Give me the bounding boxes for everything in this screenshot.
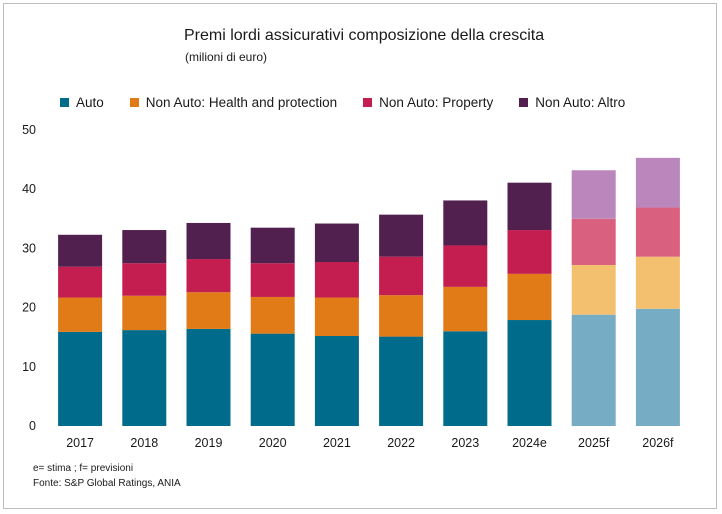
y-tick-label-40: 40 xyxy=(22,182,36,196)
bar-segment-2022-2 xyxy=(379,256,424,296)
y-tick-label-0: 0 xyxy=(29,419,36,433)
bar-segment-2022-3 xyxy=(379,214,424,257)
bar-segment-2026f-2 xyxy=(635,207,680,257)
bar-segment-2018-1 xyxy=(122,295,167,331)
y-tick-label-30: 30 xyxy=(22,241,36,255)
bar-segment-2025f-3 xyxy=(571,170,616,219)
bar-segment-2017-1 xyxy=(58,297,103,332)
bar-segment-2025f-0 xyxy=(571,314,616,426)
bar-segment-2023-2 xyxy=(443,245,488,287)
y-tick-label-20: 20 xyxy=(22,301,36,315)
bar-segment-2021-0 xyxy=(314,336,359,426)
bar-segment-2021-1 xyxy=(314,297,359,337)
y-tick-label-10: 10 xyxy=(22,360,36,374)
note-legend-abbrev: e= stima ; f= previsioni xyxy=(33,463,134,474)
bar-segment-2020-1 xyxy=(250,296,295,334)
bar-segment-2019-0 xyxy=(186,328,231,426)
legend-label-health: Non Auto: Health and protection xyxy=(145,95,338,110)
bar-segment-2022-1 xyxy=(379,295,424,337)
bar-segment-2023-3 xyxy=(443,200,488,246)
bar-segment-2020-2 xyxy=(250,263,295,297)
legend-item-health: Non Auto: Health and protection xyxy=(129,95,338,110)
bar-segment-2020-3 xyxy=(250,227,295,264)
y-tick-label-50: 50 xyxy=(22,123,36,137)
x-tick-label-2020: 2020 xyxy=(259,436,287,450)
legend-item-auto: Auto xyxy=(60,95,104,110)
bar-segment-2017-0 xyxy=(58,331,103,426)
x-tick-label-2018: 2018 xyxy=(130,436,158,450)
bar-segment-2025f-1 xyxy=(571,264,616,315)
bar-segment-2026f-3 xyxy=(635,157,680,208)
legend-swatch-auto xyxy=(60,98,69,107)
bar-segment-2021-3 xyxy=(314,223,359,263)
bar-segment-2019-3 xyxy=(186,222,231,260)
legend-label-auto: Auto xyxy=(76,95,104,110)
bar-segment-2017-2 xyxy=(58,266,103,298)
bar-segment-2023-1 xyxy=(443,286,488,332)
x-tick-label-2023: 2023 xyxy=(451,436,479,450)
chart-subtitle: (milioni di euro) xyxy=(185,50,268,64)
legend-item-altro: Non Auto: Altro xyxy=(519,95,625,110)
bar-segment-2024e-0 xyxy=(507,320,552,426)
legend-swatch-altro xyxy=(519,98,529,107)
bar-segment-2022-0 xyxy=(379,336,424,426)
note-source: Fonte: S&P Global Ratings, ANIA xyxy=(33,478,181,489)
bar-segment-2024e-3 xyxy=(507,182,552,231)
x-tick-label-2017: 2017 xyxy=(66,436,94,450)
bar-segment-2024e-2 xyxy=(507,230,552,274)
bar-segment-2026f-0 xyxy=(635,308,680,426)
bar-segment-2017-3 xyxy=(58,234,103,267)
chart-legend: Auto Non Auto: Health and protection Non… xyxy=(60,95,651,110)
x-tick-label-2021: 2021 xyxy=(323,436,351,450)
bar-segment-2025f-2 xyxy=(571,218,616,265)
x-tick-label-2022: 2022 xyxy=(387,436,415,450)
legend-label-altro: Non Auto: Altro xyxy=(535,95,626,110)
chart-frame xyxy=(3,3,717,509)
legend-swatch-property xyxy=(363,98,373,107)
bar-segment-2018-3 xyxy=(122,230,167,264)
x-tick-label-2019: 2019 xyxy=(195,436,223,450)
bar-segment-2018-2 xyxy=(122,263,167,296)
bar-segment-2019-2 xyxy=(186,259,231,293)
x-tick-label-2026f: 2026f xyxy=(642,436,674,450)
legend-swatch-health xyxy=(129,98,139,107)
bar-segment-2021-2 xyxy=(314,262,359,298)
bar-segment-2026f-1 xyxy=(635,256,680,309)
chart-title: Premi lordi assicurativi composizione de… xyxy=(184,27,545,44)
legend-label-property: Non Auto: Property xyxy=(379,95,494,110)
legend-item-property: Non Auto: Property xyxy=(363,95,493,110)
x-tick-label-2024e: 2024e xyxy=(512,436,547,450)
x-tick-label-2025f: 2025f xyxy=(578,436,610,450)
bar-segment-2019-1 xyxy=(186,292,231,329)
bar-segment-2024e-1 xyxy=(507,273,552,321)
bar-segment-2023-0 xyxy=(443,331,488,426)
bar-segment-2020-0 xyxy=(250,333,295,426)
chart-notes: e= stima ; f= previsioni Fonte: S&P Glob… xyxy=(33,461,181,491)
bar-segment-2018-0 xyxy=(122,330,167,426)
